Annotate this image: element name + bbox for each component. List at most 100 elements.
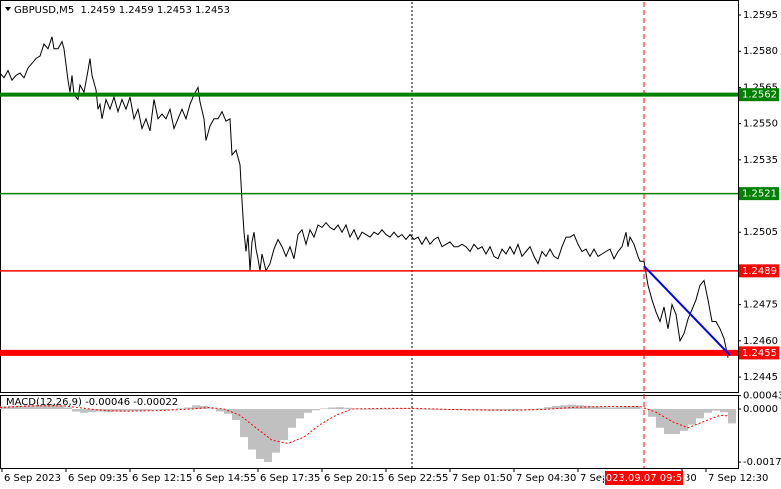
macd-bar (408, 408, 416, 410)
macd-bar (160, 409, 168, 410)
y-tick-label: 1.2475 (743, 300, 778, 311)
x-tick-label: 7 Sep 01:50 (452, 473, 512, 484)
x-tick-label: 6 Sep 20:15 (324, 473, 384, 484)
macd-bar (288, 409, 296, 428)
x-tick-label: 30 (684, 473, 697, 484)
chart-title: GBPUSD,M5 1.2459 1.2459 1.2453 1.2453 (14, 5, 230, 16)
macd-bar (424, 409, 432, 410)
y-tick-label: 1.2535 (743, 155, 778, 166)
macd-bar (384, 409, 392, 410)
macd-bar (224, 409, 232, 414)
macd-bar (80, 409, 88, 413)
level-label: 1.2489 (742, 266, 777, 277)
macd-bar (552, 405, 560, 410)
level-label-box (739, 264, 779, 278)
level-label-box (739, 346, 779, 360)
macd-bar (680, 409, 688, 431)
macd-bar (272, 409, 280, 453)
macd-bar (64, 407, 72, 410)
macd-bar (432, 409, 440, 410)
macd-bar (376, 409, 384, 410)
macd-bar (664, 409, 672, 434)
macd-bar (400, 408, 408, 410)
macd-bar (368, 409, 376, 410)
macd-bar (16, 405, 24, 410)
macd-bar (640, 408, 648, 410)
x-tick-label: 6 Sep 14:55 (196, 473, 256, 484)
macd-bar (576, 405, 584, 410)
macd-bar (176, 408, 184, 410)
macd-bar (144, 409, 152, 411)
macd-bar (592, 406, 600, 410)
x-tick-label: 7 Sep 12:30 (708, 473, 768, 484)
level-label-box (739, 88, 779, 102)
x-tick-label: 6 Sep 2023 (4, 473, 61, 484)
level-label: 1.2455 (742, 348, 777, 359)
signal-line (0, 405, 729, 444)
macd-bar (264, 409, 272, 463)
macd-bar (208, 408, 216, 410)
y-tick-label: -0.0017 (743, 457, 781, 468)
macd-bar (488, 409, 496, 411)
macd-bar (632, 405, 640, 410)
level-label-box (739, 187, 779, 201)
macd-bar (168, 409, 176, 410)
macd-bar (56, 405, 64, 410)
macd-bar (392, 408, 400, 410)
macd-bar (72, 409, 80, 412)
macd-bar (440, 409, 448, 410)
macd-bar (88, 409, 96, 413)
level-label: 1.2521 (742, 189, 777, 200)
macd-bar (472, 409, 480, 410)
y-tick-label: 1.2565 (743, 82, 778, 93)
macd-bar (296, 409, 304, 419)
macd-bar (720, 409, 728, 413)
cursor-label-box (605, 471, 683, 485)
macd-bar (40, 404, 48, 410)
macd-bar (512, 409, 520, 410)
macd-bar (48, 404, 56, 410)
macd-bar (688, 409, 696, 425)
y-tick-label: 1.2505 (743, 227, 778, 238)
macd-bar (120, 409, 128, 412)
macd-bar (656, 409, 664, 428)
x-tick-label: 6 Sep 17:35 (260, 473, 320, 484)
macd-bar (416, 409, 424, 410)
macd-bar (544, 407, 552, 410)
x-tick-label: 6 Sep 09:35 (68, 473, 128, 484)
macd-bar (280, 409, 288, 441)
macd-bar (464, 409, 472, 411)
macd-bar (496, 409, 504, 411)
macd-bar (328, 407, 336, 410)
x-tick-label: 6 Sep 22:55 (388, 473, 448, 484)
macd-label: MACD(12,26,9) -0.00046 -0.00022 (6, 397, 178, 408)
macd-bar (128, 409, 136, 411)
macd-bar (152, 409, 160, 410)
x-tick-label: 7 Sep (580, 473, 608, 484)
macd-bar (480, 409, 488, 411)
macd-bar (32, 405, 40, 410)
y-tick-label: 0.0000 (743, 404, 778, 415)
macd-bar (520, 409, 528, 410)
macd-bar (600, 407, 608, 410)
macd-bar (256, 409, 264, 459)
x-tick-label: 7 Sep 04:30 (516, 473, 576, 484)
x-tick-label: 6 Sep 12:15 (132, 473, 192, 484)
macd-bar (560, 405, 568, 410)
macd-bar (248, 409, 256, 450)
trend-line (643, 265, 731, 357)
macd-bar (352, 408, 360, 410)
macd-bar (320, 408, 328, 410)
cursor-label: 2023.09.07 09:55 (599, 473, 688, 484)
macd-bar (456, 409, 464, 410)
macd-bar (312, 409, 320, 411)
macd-bar (568, 404, 576, 410)
y-tick-label: 0.00043 (743, 391, 781, 402)
macd-bar (728, 409, 736, 424)
macd-bar (8, 405, 16, 410)
macd-bar (448, 409, 456, 410)
menu-triangle (5, 7, 11, 11)
macd-frame (0, 395, 739, 469)
